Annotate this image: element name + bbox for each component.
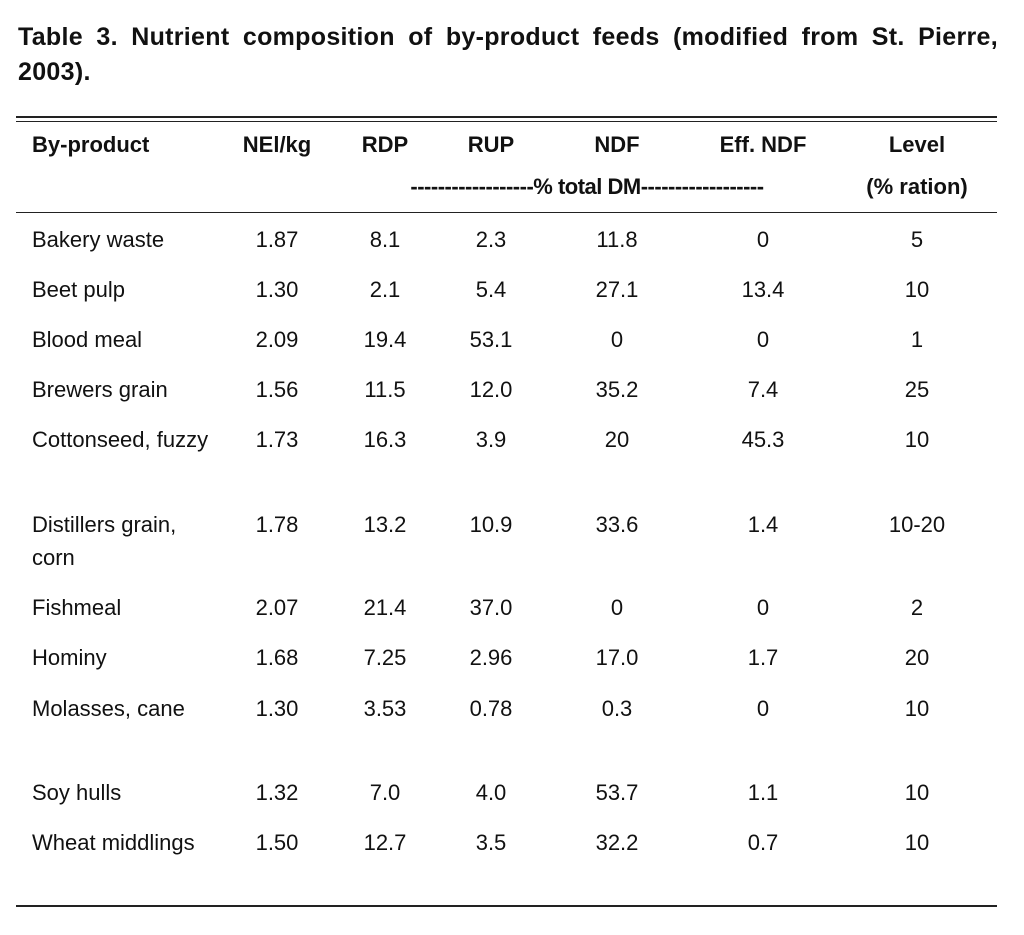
cell-nel: 1.32: [255, 780, 299, 805]
bottom-rule: [16, 905, 997, 907]
cell-rdp: 8.1: [369, 227, 401, 252]
cell-nel: 1.50: [255, 830, 299, 855]
cell-level: 25: [904, 377, 930, 402]
cell-rup: 10.9: [469, 512, 513, 537]
cell-nel: 1.73: [255, 427, 299, 452]
row-name: Molasses, cane: [32, 696, 185, 721]
cell-effndf: 0: [756, 227, 770, 252]
cell-effndf: 0: [756, 696, 770, 721]
row-name: Wheat middlings: [32, 830, 195, 855]
cell-effndf: 7.4: [747, 377, 779, 402]
cell-nel: 1.87: [255, 227, 299, 252]
cell-nel: 1.68: [255, 645, 299, 670]
cell-rup: 12.0: [469, 377, 513, 402]
header-ndf: NDF: [594, 132, 640, 157]
cell-ndf: 0: [610, 327, 624, 352]
cell-nel: 2.07: [255, 595, 299, 620]
cell-level: 10: [904, 696, 930, 721]
row-name: Distillers grain, corn: [32, 512, 177, 570]
cell-ndf: 27.1: [595, 277, 639, 302]
cell-rdp: 3.53: [363, 696, 407, 721]
cell-rdp: 11.5: [364, 377, 406, 402]
row-name: Bakery waste: [32, 227, 165, 252]
cell-level: 1: [910, 327, 924, 352]
cell-level: 10: [904, 830, 930, 855]
cell-rdp: 16.3: [363, 427, 407, 452]
header-rule: [16, 212, 997, 213]
top-rule: [16, 116, 997, 118]
cell-rdp: 21.4: [363, 595, 407, 620]
header-dm-span: ------------------% total DM------------…: [410, 174, 764, 199]
header-rdp: RDP: [361, 132, 409, 157]
row-name: Soy hulls: [32, 780, 122, 805]
cell-effndf: 45.3: [741, 427, 785, 452]
cell-nel: 1.78: [255, 512, 299, 537]
cell-ndf: 33.6: [595, 512, 639, 537]
cell-level: 5: [910, 227, 924, 252]
cell-ndf: 17.0: [595, 645, 639, 670]
cell-effndf: 1.1: [747, 780, 779, 805]
cell-ndf: 35.2: [595, 377, 639, 402]
cell-level: 10: [904, 427, 930, 452]
cell-nel: 1.56: [255, 377, 299, 402]
cell-level: 2: [910, 595, 924, 620]
row-name: Beet pulp: [32, 277, 125, 302]
row-name: Brewers grain: [32, 377, 168, 402]
cell-rdp: 13.2: [363, 512, 407, 537]
cell-rup: 4.0: [475, 780, 507, 805]
cell-rup: 0.78: [469, 696, 513, 721]
cell-rup: 53.1: [469, 327, 513, 352]
header-effndf: Eff. NDF: [719, 132, 807, 157]
cell-rdp: 7.0: [369, 780, 401, 805]
header-level-unit: (% ration): [866, 174, 968, 199]
cell-rup: 3.9: [475, 427, 507, 452]
cell-rup: 2.3: [475, 227, 507, 252]
cell-nel: 1.30: [255, 696, 299, 721]
row-name: Fishmeal: [32, 595, 122, 620]
cell-ndf: 20: [604, 427, 630, 452]
header-byproduct: By-product: [32, 132, 150, 157]
cell-nel: 1.30: [255, 277, 299, 302]
cell-ndf: 11.8: [596, 227, 638, 252]
cell-effndf: 0: [756, 327, 770, 352]
header-nel: NEl/kg: [242, 132, 312, 157]
cell-level: 20: [904, 645, 930, 670]
cell-level: 10: [904, 277, 930, 302]
table-caption: Table 3. Nutrient composition of by-prod…: [18, 23, 998, 86]
cell-level: 10: [904, 780, 930, 805]
row-name: Cottonseed, fuzzy: [32, 427, 209, 452]
cell-rdp: 19.4: [363, 327, 407, 352]
cell-rdp: 7.25: [363, 645, 407, 670]
cell-rup: 3.5: [475, 830, 507, 855]
cell-ndf: 0: [610, 595, 624, 620]
cell-effndf: 13.4: [741, 277, 785, 302]
cell-rdp: 12.7: [363, 830, 407, 855]
cell-nel: 2.09: [255, 327, 299, 352]
cell-level: 10-20: [888, 512, 946, 537]
cell-ndf: 0.3: [601, 696, 633, 721]
row-name: Blood meal: [32, 327, 143, 352]
top-rule-inner: [16, 121, 997, 122]
cell-effndf: 0: [756, 595, 770, 620]
cell-effndf: 0.7: [747, 830, 779, 855]
cell-effndf: 1.7: [747, 645, 779, 670]
cell-rup: 37.0: [469, 595, 513, 620]
header-level: Level: [888, 132, 946, 157]
cell-rdp: 2.1: [369, 277, 401, 302]
row-name: Hominy: [32, 645, 107, 670]
cell-rup: 2.96: [469, 645, 513, 670]
cell-ndf: 32.2: [595, 830, 639, 855]
cell-ndf: 53.7: [595, 780, 639, 805]
cell-effndf: 1.4: [747, 512, 779, 537]
header-rup: RUP: [467, 132, 515, 157]
cell-rup: 5.4: [475, 277, 507, 302]
